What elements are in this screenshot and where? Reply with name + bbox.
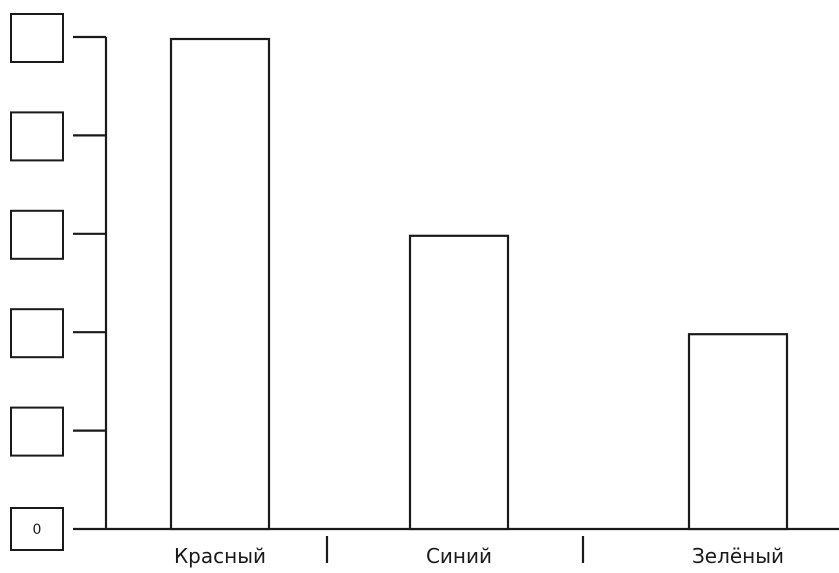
bar-2: [408, 234, 510, 531]
y-tick-label-box: [10, 406, 64, 457]
y-tick-label: 0: [33, 522, 42, 538]
y-axis: 0: [10, 13, 108, 551]
category-label: Зелёный: [692, 544, 784, 568]
bar-3: [687, 333, 789, 531]
bar-1: [169, 37, 271, 531]
category-label: Красный: [174, 544, 266, 568]
category-labels: Красный Синий Зелёный: [174, 544, 784, 568]
y-tick-label-box: [10, 111, 64, 162]
y-tick-label-box: [10, 13, 64, 63]
y-tick-label-box: [10, 507, 64, 551]
y-tick-label-box: [10, 308, 64, 359]
bars: [169, 37, 789, 531]
category-label: Синий: [426, 544, 492, 568]
y-tick-label-box: [10, 209, 64, 260]
